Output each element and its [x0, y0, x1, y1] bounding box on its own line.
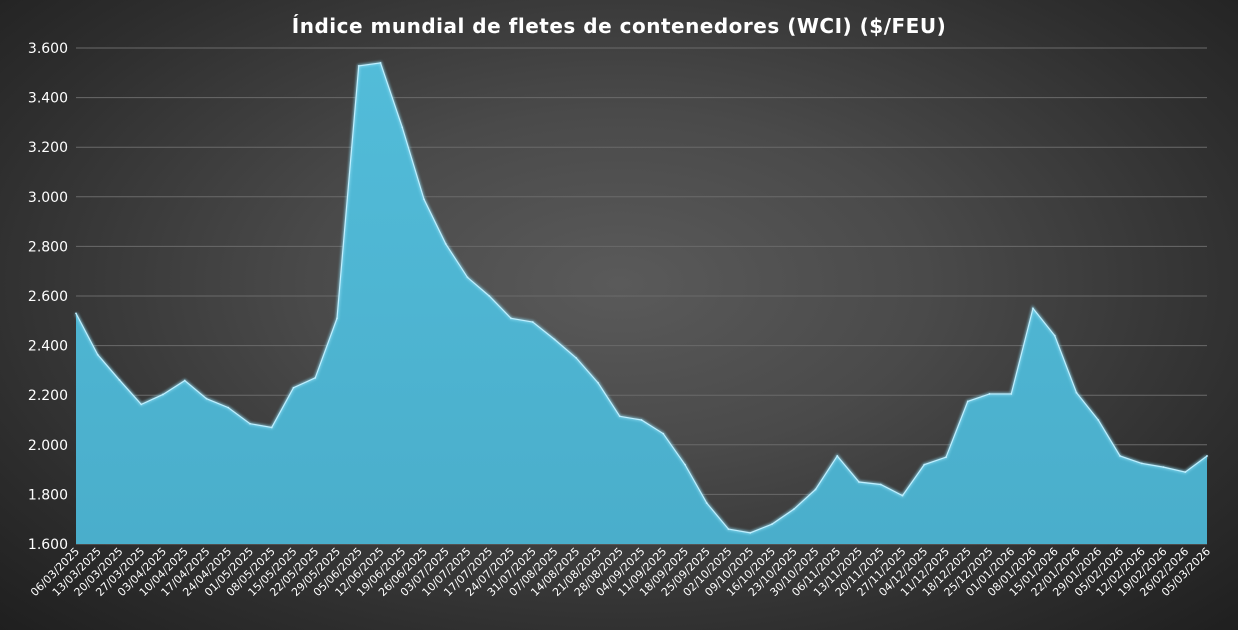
- data-point: [183, 379, 186, 382]
- data-point: [1119, 455, 1121, 457]
- data-point: [705, 502, 708, 504]
- data-point: [771, 523, 773, 526]
- data-point: [75, 312, 77, 315]
- data-point: [792, 508, 795, 511]
- data-point: [858, 481, 860, 483]
- y-tick-label: 3.600: [28, 41, 68, 57]
- data-point: [575, 357, 578, 359]
- data-point: [901, 494, 904, 497]
- data-point: [1075, 391, 1078, 394]
- y-tick-label: 3.200: [28, 140, 68, 156]
- data-point: [249, 422, 251, 425]
- y-tick-label: 1.800: [28, 487, 68, 503]
- data-point: [357, 64, 360, 67]
- series-area: [76, 62, 1207, 544]
- data-point: [379, 61, 382, 64]
- data-point: [118, 379, 121, 381]
- data-point: [227, 406, 230, 409]
- data-point: [684, 463, 686, 466]
- data-point: [140, 403, 143, 406]
- data-point: [1053, 334, 1056, 337]
- data-point: [988, 393, 991, 395]
- data-point: [336, 317, 338, 320]
- data-point: [1097, 419, 1100, 421]
- data-point: [923, 463, 926, 466]
- y-tick-label: 2.000: [28, 438, 68, 454]
- data-point: [749, 531, 752, 534]
- data-point: [966, 400, 969, 403]
- data-point: [879, 483, 882, 486]
- data-point: [162, 393, 164, 396]
- data-point: [1140, 462, 1143, 465]
- y-tick-label: 2.200: [28, 388, 68, 404]
- data-point: [553, 338, 556, 341]
- data-point: [727, 528, 730, 531]
- data-point: [945, 456, 947, 459]
- data-point: [1162, 466, 1165, 469]
- y-tick-label: 2.600: [28, 289, 68, 305]
- y-tick-label: 1.600: [28, 537, 68, 553]
- data-point: [292, 386, 295, 389]
- data-point: [1206, 455, 1208, 457]
- data-point: [640, 419, 643, 421]
- data-point: [488, 295, 491, 297]
- data-point: [662, 432, 665, 435]
- data-point: [466, 276, 469, 279]
- data-point: [205, 397, 208, 400]
- data-point: [510, 317, 512, 320]
- chart-title: Índice mundial de fletes de contenedores…: [291, 14, 947, 38]
- y-tick-label: 3.000: [28, 190, 68, 206]
- data-point: [1032, 307, 1034, 310]
- data-point: [618, 415, 621, 418]
- data-point: [423, 198, 425, 201]
- data-point: [270, 426, 273, 429]
- data-point: [1184, 471, 1187, 473]
- y-tick-label: 3.400: [28, 91, 68, 107]
- data-point: [1010, 393, 1013, 395]
- data-point: [531, 321, 534, 323]
- y-tick-label: 2.800: [28, 239, 68, 255]
- data-point: [96, 353, 99, 356]
- data-point: [314, 376, 317, 379]
- data-point: [836, 455, 839, 457]
- y-tick-label: 2.400: [28, 339, 68, 355]
- data-point: [814, 488, 817, 491]
- data-point: [401, 126, 404, 129]
- data-point: [444, 243, 447, 245]
- data-point: [597, 381, 599, 384]
